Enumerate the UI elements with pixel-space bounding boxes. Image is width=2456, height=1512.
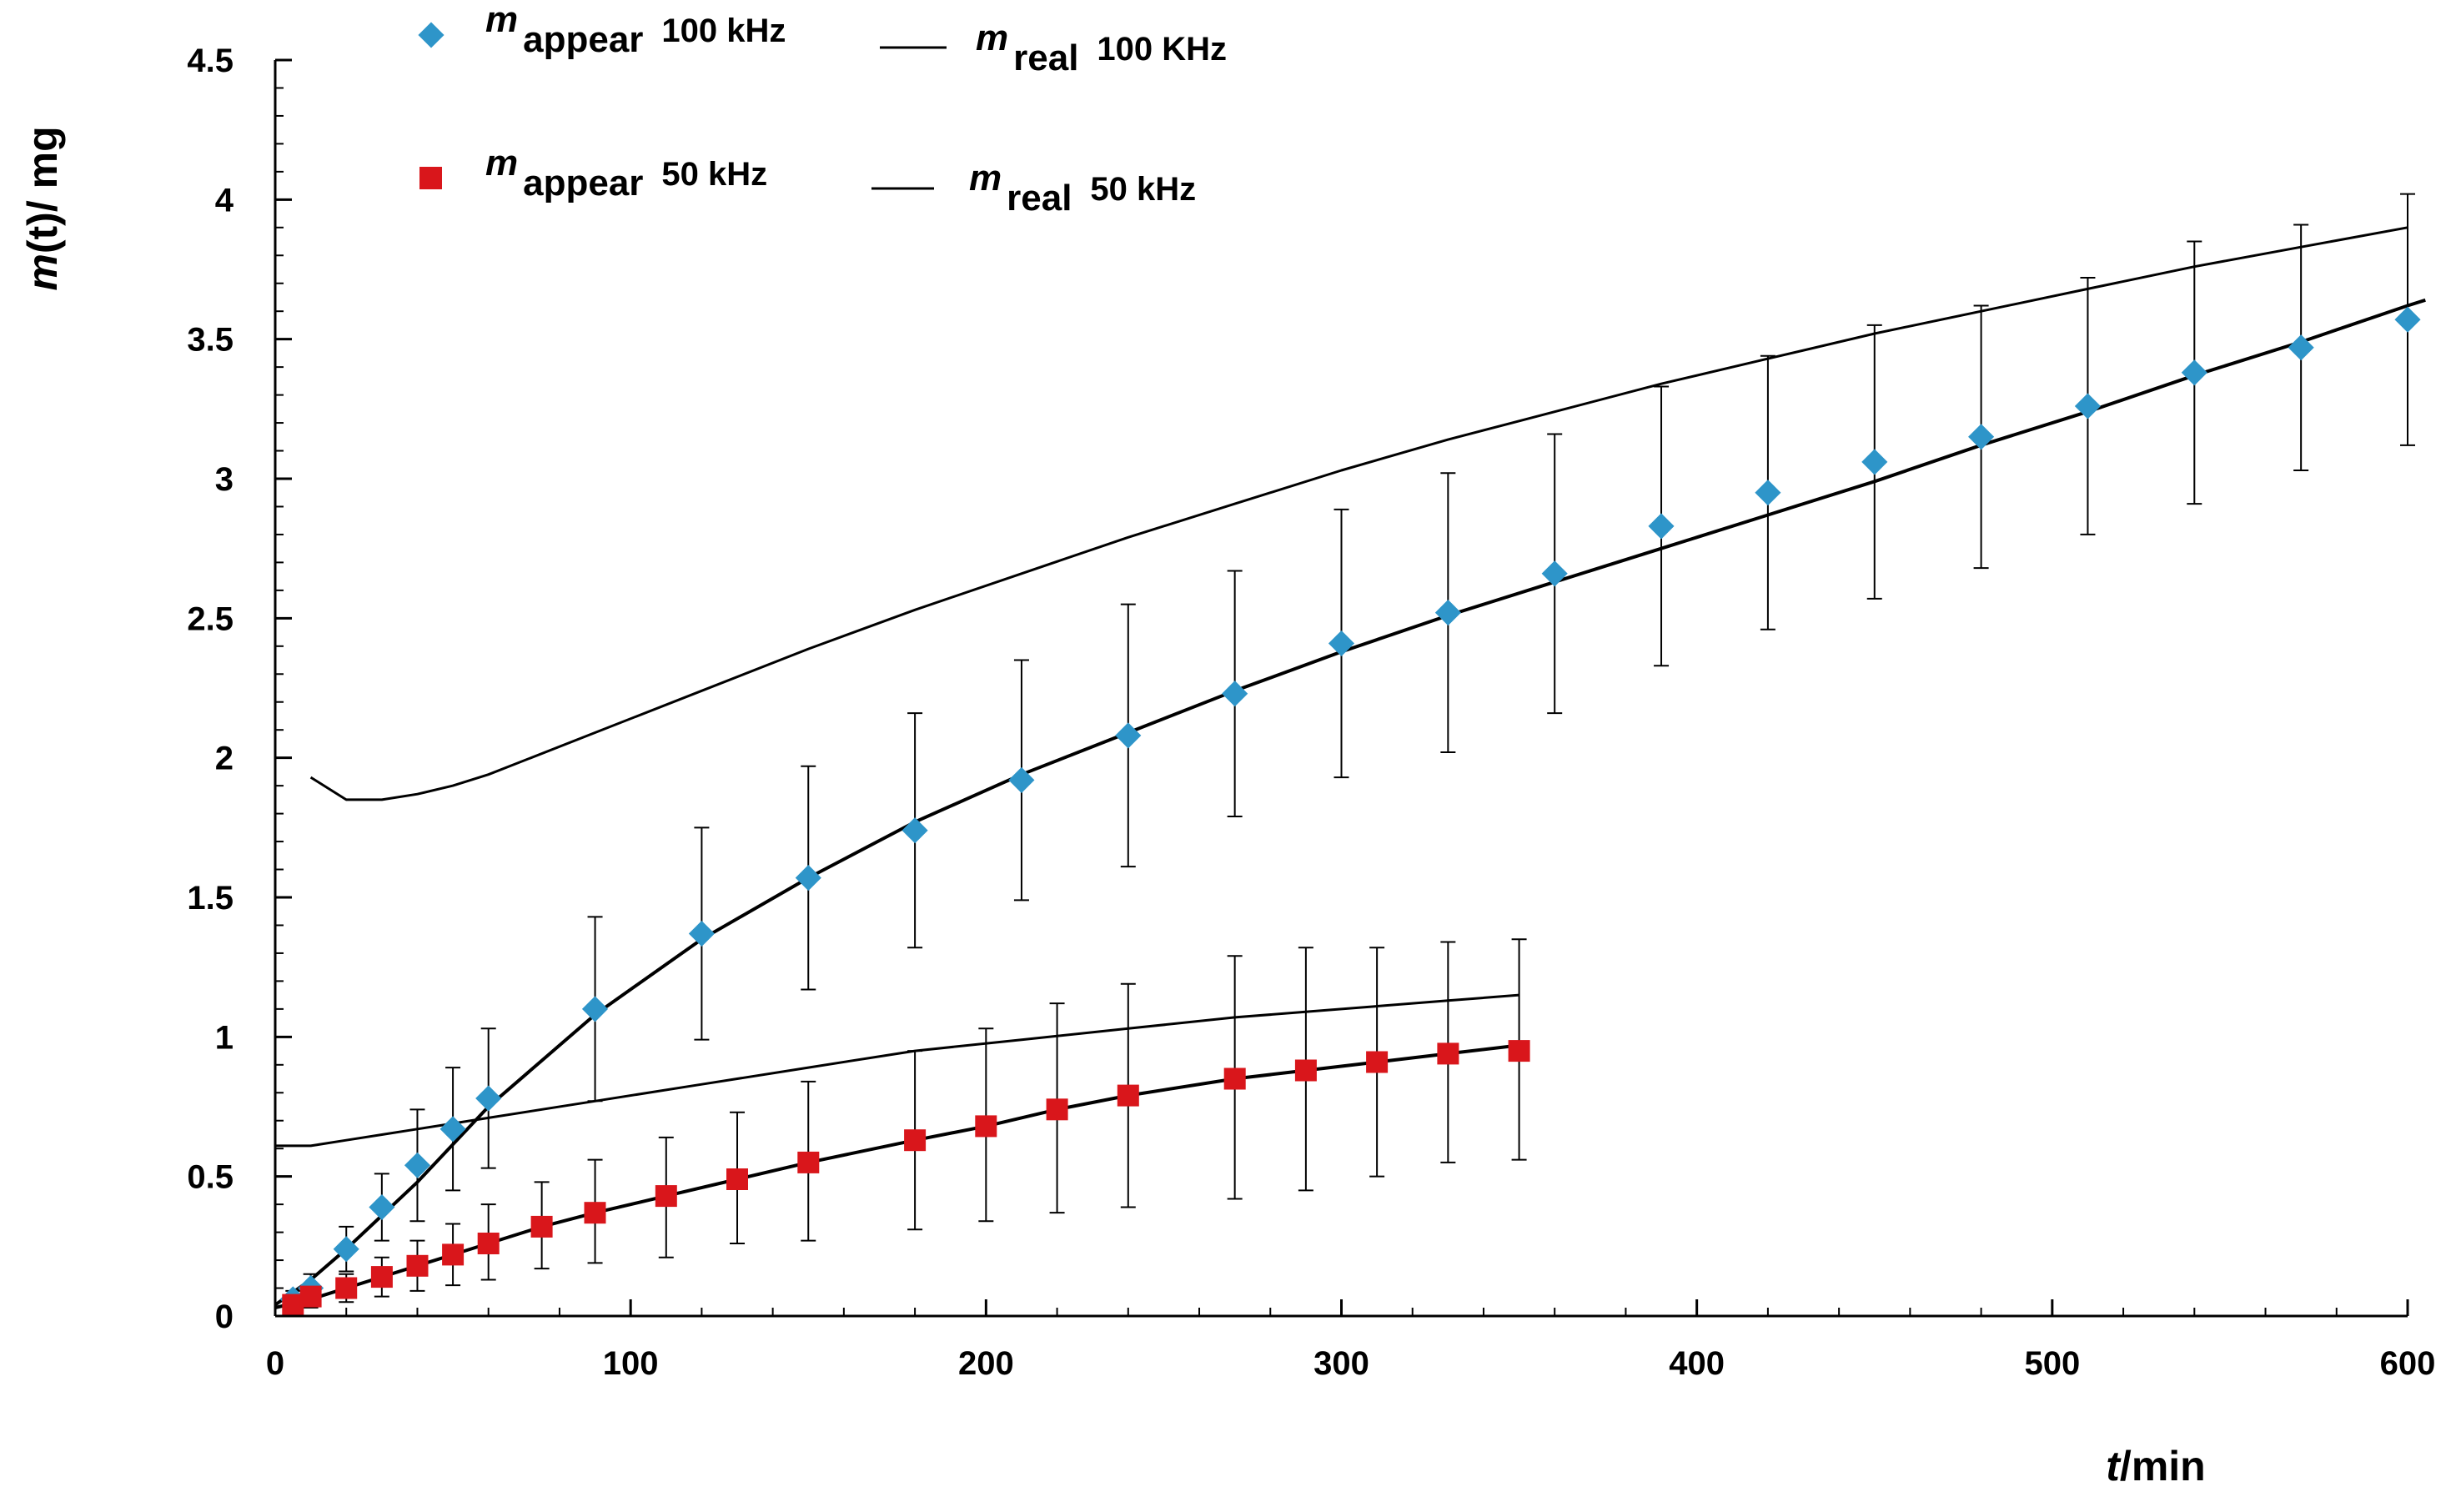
data-point-m-appear-50khz <box>1366 1051 1389 1073</box>
data-point-m-appear-100khz <box>1755 480 1781 506</box>
data-point-m-appear-50khz <box>975 1115 997 1138</box>
data-point-m-appear-100khz <box>1648 513 1675 540</box>
x-tick-label: 600 <box>2380 1345 2436 1382</box>
y-tick-label: 1.5 <box>187 880 234 917</box>
line-m-real-50khz <box>275 993 1519 1148</box>
y-tick-label: 4 <box>215 182 234 219</box>
data-point-m-appear-100khz <box>2074 393 2101 419</box>
y-tick-label: 3 <box>215 461 234 498</box>
x-tick-label: 300 <box>1313 1345 1369 1382</box>
data-point-m-appear-50khz <box>370 1266 393 1288</box>
x-tick-label: 0 <box>266 1345 284 1382</box>
x-tick-label: 100 <box>603 1345 659 1382</box>
axes: 0 100 200 300 400 500 600 0 0.5 1 1.5 2 2.5 3 3.5 4 4.5 <box>187 43 2435 1382</box>
data-point-m-appear-50khz <box>299 1285 322 1308</box>
data-point-m-appear-100khz <box>439 1116 466 1143</box>
data-point-m-appear-50khz <box>335 1277 358 1299</box>
fit-curve-50khz <box>274 1043 1519 1309</box>
y-tick-label: 2.5 <box>187 600 234 637</box>
data-point-m-appear-100khz <box>902 817 928 844</box>
data-point-m-appear-100khz <box>475 1085 502 1112</box>
data-point-m-appear-100khz <box>795 865 821 892</box>
plot-area <box>274 193 2426 1316</box>
data-point-m-appear-100khz <box>2394 306 2421 333</box>
data-point-m-appear-100khz <box>1222 681 1248 707</box>
x-tick-label: 200 <box>958 1345 1014 1382</box>
y-tick-label: 4.5 <box>187 43 234 79</box>
data-point-m-appear-100khz <box>369 1193 395 1221</box>
legend-item-m-appear-50khz: m appear 50 kHz <box>419 143 767 203</box>
data-point-m-appear-100khz <box>2288 334 2314 361</box>
data-point-m-appear-50khz <box>530 1215 553 1238</box>
data-point-m-appear-100khz <box>1861 449 1888 475</box>
data-point-m-appear-50khz <box>726 1168 748 1190</box>
x-tick-label: 500 <box>2024 1345 2080 1382</box>
data-point-m-appear-50khz <box>1294 1059 1317 1082</box>
y-tick-label: 2 <box>215 741 234 777</box>
line-m-real-100khz <box>309 226 2408 801</box>
data-point-m-appear-100khz <box>581 996 609 1022</box>
data-point-m-appear-100khz <box>1541 560 1568 587</box>
data-point-m-appear-50khz <box>1117 1084 1139 1107</box>
x-tick-label: 400 <box>1669 1345 1725 1382</box>
data-point-m-appear-50khz <box>442 1243 465 1266</box>
data-point-m-appear-100khz <box>1115 722 1142 749</box>
x-axis-title: t/min <box>2106 1443 2205 1489</box>
data-point-m-appear-100khz <box>1968 424 1995 450</box>
data-point-m-appear-50khz <box>477 1233 500 1254</box>
y-axis-title: m(t)/ mg <box>19 126 66 290</box>
legend-item-m-real-50khz: m real 50 kHz <box>871 158 1196 219</box>
data-point-m-appear-50khz <box>1508 1040 1530 1062</box>
legend-item-m-real-100khz: m real 100 KHz <box>880 18 1227 78</box>
data-point-m-appear-50khz <box>904 1129 927 1152</box>
legend-square-marker <box>419 167 442 189</box>
data-point-m-appear-50khz <box>655 1185 677 1208</box>
data-point-m-appear-50khz <box>797 1151 820 1173</box>
fit-curve-100khz <box>274 298 2426 1307</box>
y-tick-label: 0.5 <box>187 1159 234 1196</box>
data-point-m-appear-100khz <box>688 920 715 947</box>
data-point-m-appear-100khz <box>2181 359 2207 386</box>
y-tick-label: 3.5 <box>187 322 234 359</box>
data-point-m-appear-100khz <box>1328 630 1355 657</box>
data-point-m-appear-50khz <box>1437 1042 1459 1065</box>
y-tick-label: 0 <box>215 1299 234 1335</box>
legend-item-m-appear-100khz: m appear 100 kHz <box>418 0 786 60</box>
y-tick-label: 1 <box>215 1019 234 1056</box>
legend: m appear 100 kHz m real 100 KHz m appear 50 kH… <box>418 0 1227 219</box>
data-point-m-appear-100khz <box>1434 600 1461 626</box>
legend-diamond-marker <box>418 22 444 48</box>
data-point-m-appear-50khz <box>584 1202 606 1224</box>
data-point-m-appear-50khz <box>1046 1098 1068 1121</box>
data-point-m-appear-50khz <box>1223 1067 1246 1090</box>
data-point-m-appear-50khz <box>406 1254 429 1277</box>
